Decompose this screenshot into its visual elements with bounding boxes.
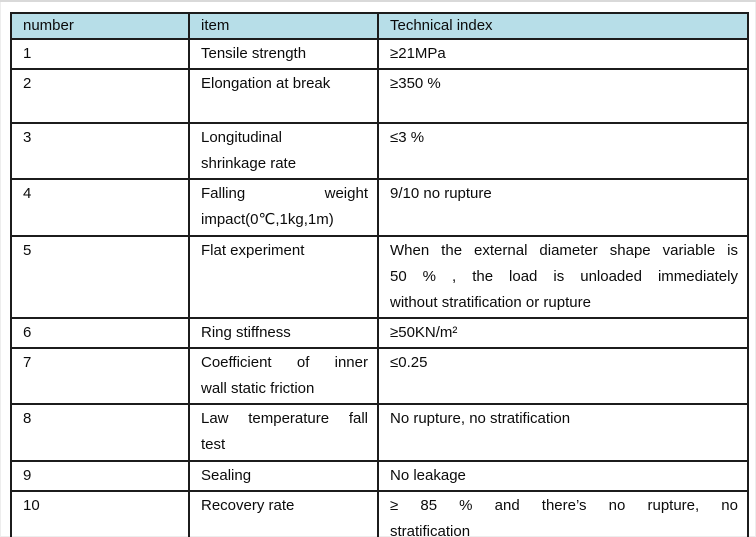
table-header-row: number item Technical index bbox=[10, 12, 749, 40]
cell-technical-index: When the external diameter shape variabl… bbox=[377, 235, 749, 319]
cell-technical-index: ≥350 % bbox=[377, 68, 749, 124]
cell-item: Recovery rate bbox=[188, 490, 379, 537]
cell-line: 50 % , the load is unloaded immediately bbox=[390, 268, 738, 285]
table-row: 1 Tensile strength ≥21MPa bbox=[10, 38, 749, 70]
header-item: item bbox=[188, 12, 379, 40]
cell-line: When the external diameter shape variabl… bbox=[390, 242, 738, 259]
table-row: 7 Coefficient of inner wall static frictio… bbox=[10, 347, 749, 405]
cell-line: test bbox=[201, 436, 226, 453]
cell-line: stratification bbox=[390, 523, 471, 537]
table-body: 1 Tensile strength ≥21MPa 2 Elongation at br… bbox=[10, 38, 749, 537]
cell-number: 1 bbox=[10, 38, 190, 70]
table-row: 2 Elongation at break ≥350 % bbox=[10, 68, 749, 124]
cell-line: Longitudinal bbox=[201, 129, 282, 146]
table-row: 10 Recovery rate ≥ 85 % and there’s no rup… bbox=[10, 490, 749, 537]
cell-technical-index: ≥ 85 % and there’s no rupture, no stratif… bbox=[377, 490, 749, 537]
cell-item: Sealing bbox=[188, 460, 379, 492]
cell-item: Elongation at break bbox=[188, 68, 379, 124]
cell-technical-index: No leakage bbox=[377, 460, 749, 492]
cell-line: ≥ 85 % and there’s no rupture, no bbox=[390, 497, 738, 514]
cell-technical-index: ≥21MPa bbox=[377, 38, 749, 70]
cell-number: 9 bbox=[10, 460, 190, 492]
technical-index-table: number item Technical index 1 Tensile str… bbox=[10, 12, 749, 537]
cell-number: 8 bbox=[10, 403, 190, 462]
cell-item: Coefficient of inner wall static friction bbox=[188, 347, 379, 405]
table-row: 8 Law temperature fall test No rupture, no … bbox=[10, 403, 749, 462]
cell-line: without stratification or rupture bbox=[390, 294, 591, 311]
cell-number: 7 bbox=[10, 347, 190, 405]
cell-technical-index: No rupture, no stratification bbox=[377, 403, 749, 462]
cell-line: Coefficient of inner bbox=[201, 354, 368, 371]
cell-line: wall static friction bbox=[201, 380, 315, 397]
cell-item: Law temperature fall test bbox=[188, 403, 379, 462]
cell-number: 4 bbox=[10, 178, 190, 237]
cell-technical-index: ≥50KN/m² bbox=[377, 317, 749, 349]
cell-item: Falling weight impact(0℃,1kg,1m) bbox=[188, 178, 379, 237]
cell-number: 5 bbox=[10, 235, 190, 319]
cell-line: Law temperature fall bbox=[201, 410, 368, 427]
table-row: 4 Falling weight impact(0℃,1kg,1m) 9/10 no … bbox=[10, 178, 749, 237]
cell-item: Ring stiffness bbox=[188, 317, 379, 349]
header-number: number bbox=[10, 12, 190, 40]
cell-item: Tensile strength bbox=[188, 38, 379, 70]
cell-technical-index: 9/10 no rupture bbox=[377, 178, 749, 237]
cell-technical-index: ≤3 % bbox=[377, 122, 749, 180]
cell-line: impact(0℃,1kg,1m) bbox=[201, 211, 334, 228]
cell-line: shrinkage rate bbox=[201, 155, 297, 172]
table-row: 3 Longitudinal shrinkage rate ≤3 % bbox=[10, 122, 749, 180]
table-row: 6 Ring stiffness ≥50KN/m² bbox=[10, 317, 749, 349]
cell-number: 10 bbox=[10, 490, 190, 537]
table-row: 9 Sealing No leakage bbox=[10, 460, 749, 492]
cell-item: Longitudinal shrinkage rate bbox=[188, 122, 379, 180]
cell-item: Flat experiment bbox=[188, 235, 379, 319]
cell-number: 3 bbox=[10, 122, 190, 180]
header-technical-index: Technical index bbox=[377, 12, 749, 40]
cell-line: Falling weight bbox=[201, 185, 368, 202]
table-row: 5 Flat experiment When the external diamet… bbox=[10, 235, 749, 319]
cell-number: 6 bbox=[10, 317, 190, 349]
cell-number: 2 bbox=[10, 68, 190, 124]
cell-technical-index: ≤0.25 bbox=[377, 347, 749, 405]
